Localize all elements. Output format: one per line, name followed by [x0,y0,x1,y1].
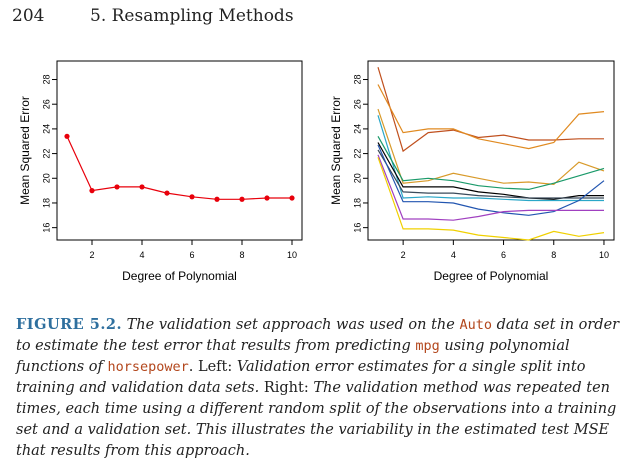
plot-frame [367,60,615,241]
y-axis-label: Mean Squared Error [329,96,343,205]
data-point [64,133,70,139]
caption-text-4: . [188,359,198,375]
series-line-6 [377,142,604,200]
chapter-title: 5. Resampling Methods [90,6,294,26]
figure-caption: FIGURE 5.2. The validation set approach … [16,314,634,462]
y-tick-label: 20 [352,173,362,183]
y-tick-label: 16 [41,223,51,233]
caption-text-6: The validation method was repeated ten t… [16,380,617,459]
caption-text-1: The validation set approach was used on … [122,317,460,333]
x-tick-label: 6 [501,250,506,260]
y-tick-label: 26 [352,99,362,109]
series-line-5 [377,136,605,191]
series-line-1 [377,67,604,153]
data-point [139,184,145,190]
right-word: Right: [263,380,309,396]
x-tick-label: 10 [287,250,297,260]
series-line-8 [377,144,605,216]
caption-text-2: data set in order to estimate the test e… [16,317,620,354]
x-axis-label: Degree of Polynomial [434,269,549,283]
left-word: Left: [197,359,233,375]
x-tick-label: 4 [139,250,144,260]
caption-text-5: Validation error estimates for a single … [16,359,586,396]
y-tick-label: 22 [352,149,362,159]
y-tick-label: 18 [41,198,51,208]
x-tick-label: 2 [401,250,406,260]
y-axis-label: Mean Squared Error [18,96,32,205]
x-tick-label: 4 [451,250,456,260]
data-point [214,196,220,202]
series-line-2 [377,84,605,150]
y-tick-label: 28 [41,75,51,85]
page-number: 204 [12,6,45,26]
series-line-1 [66,136,292,200]
page-header: 204 5. Resampling Methods [12,6,294,26]
y-tick-label: 24 [41,124,51,134]
series-line-7 [377,149,604,199]
plot-frame [56,60,303,241]
x-tick-label: 8 [239,250,244,260]
y-tick-label: 26 [41,99,51,109]
data-point [264,195,270,201]
x-tick-label: 6 [189,250,194,260]
y-tick-label: 24 [352,124,362,134]
code-horsepower: horsepower [107,359,189,375]
y-tick-label: 16 [352,223,362,233]
data-point [164,190,170,196]
data-point [114,184,120,190]
series-line-9 [377,154,604,221]
y-tick-label: 28 [352,75,362,85]
x-tick-label: 8 [551,250,556,260]
code-auto: Auto [459,317,492,333]
y-tick-label: 22 [41,149,51,159]
data-point [189,194,195,200]
x-tick-label: 2 [89,250,94,260]
y-tick-label: 20 [41,173,51,183]
code-mpg: mpg [415,338,440,354]
data-point [239,196,245,202]
x-axis-label: Degree of Polynomial [122,269,237,283]
caption-text-3: using polynomial functions of [16,338,570,375]
series-line-4 [377,115,604,202]
data-point [289,195,295,201]
x-tick-label: 10 [599,250,609,260]
series-line-3 [377,108,605,186]
figure-label: FIGURE 5.2. [16,316,123,333]
y-tick-label: 18 [352,198,362,208]
data-point [89,188,95,194]
series-line-10 [377,157,605,241]
